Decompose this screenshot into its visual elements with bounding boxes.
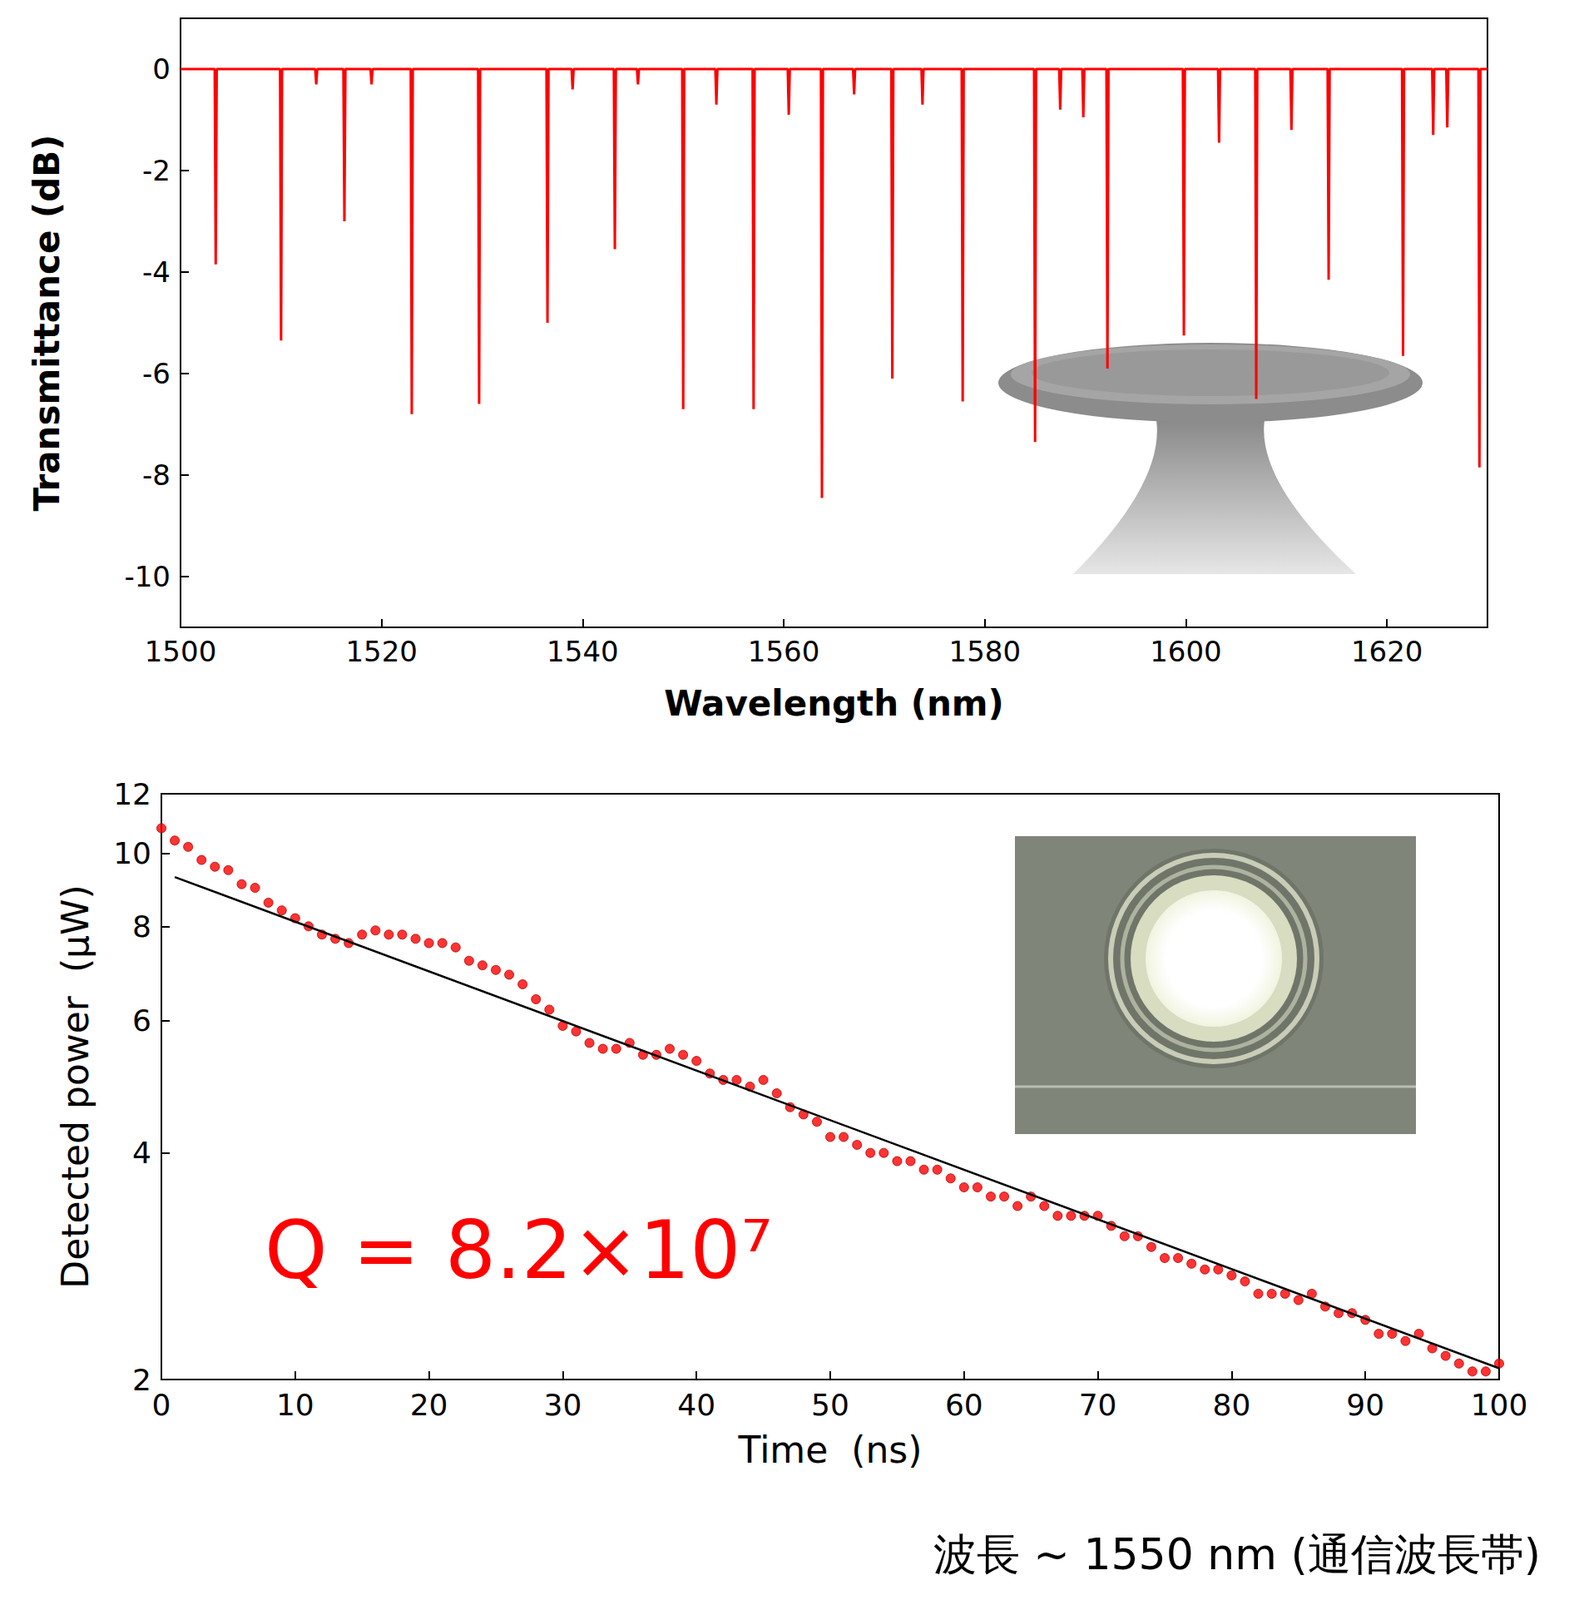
svg-text:60: 60 [945, 1387, 984, 1422]
svg-text:-6: -6 [142, 356, 171, 391]
svg-text:-8: -8 [142, 458, 171, 492]
svg-text:-10: -10 [123, 559, 171, 594]
svg-text:Transmittance (dB): Transmittance (dB) [26, 133, 68, 511]
svg-text:6: 6 [132, 1003, 152, 1038]
svg-text:Q = 8.2×10⁷: Q = 8.2×10⁷ [264, 1203, 773, 1297]
svg-text:90: 90 [1346, 1387, 1385, 1422]
svg-text:50: 50 [811, 1387, 850, 1422]
svg-text:10: 10 [113, 836, 152, 871]
svg-text:30: 30 [543, 1387, 582, 1422]
svg-text:1600: 1600 [1149, 634, 1223, 669]
svg-text:1500: 1500 [144, 634, 218, 669]
svg-text:20: 20 [410, 1387, 449, 1422]
svg-text:-2: -2 [142, 153, 171, 188]
svg-text:0: 0 [152, 1387, 172, 1422]
svg-text:12: 12 [113, 777, 152, 812]
svg-text:40: 40 [677, 1387, 716, 1422]
svg-text:Detected power (μW): Detected power (μW) [54, 884, 97, 1289]
svg-text:70: 70 [1079, 1387, 1118, 1422]
svg-text:1580: 1580 [949, 634, 1022, 669]
svg-text:80: 80 [1212, 1387, 1251, 1422]
svg-text:波長 ~ 1550 nm (通信波長帯): 波長 ~ 1550 nm (通信波長帯) [933, 1529, 1541, 1579]
svg-text:10: 10 [276, 1387, 315, 1422]
svg-text:Time (ns): Time (ns) [737, 1428, 923, 1471]
svg-text:8: 8 [132, 909, 152, 944]
svg-text:1520: 1520 [345, 634, 418, 669]
svg-text:1560: 1560 [747, 634, 821, 669]
svg-text:1620: 1620 [1351, 634, 1424, 669]
svg-text:-4: -4 [142, 255, 171, 289]
svg-text:4: 4 [132, 1135, 152, 1170]
svg-text:100: 100 [1470, 1387, 1529, 1422]
svg-text:Wavelength (nm): Wavelength (nm) [663, 683, 1005, 724]
svg-text:2: 2 [132, 1362, 152, 1397]
svg-text:0: 0 [152, 52, 171, 86]
svg-text:1540: 1540 [546, 634, 619, 669]
